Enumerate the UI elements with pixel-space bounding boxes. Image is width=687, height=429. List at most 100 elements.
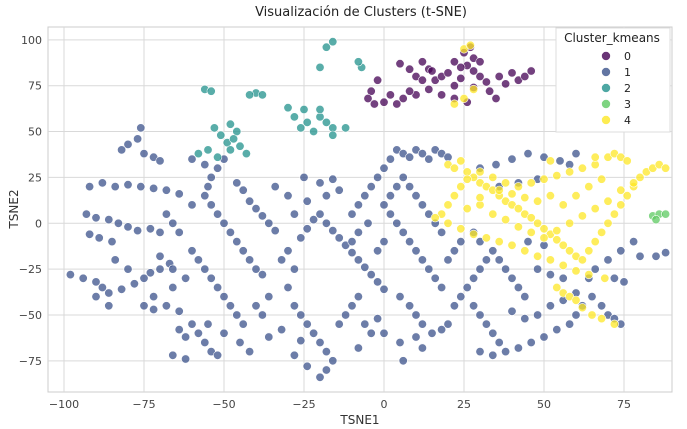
y-tick-label: 75 — [28, 80, 42, 93]
data-point-cluster-1 — [200, 337, 210, 347]
y-tick-label: 0 — [35, 217, 42, 230]
data-point-cluster-1 — [257, 310, 267, 320]
data-point-cluster-1 — [462, 282, 472, 292]
legend-label-3: 3 — [624, 98, 631, 111]
data-point-cluster-1 — [283, 246, 293, 256]
data-point-cluster-1 — [168, 264, 178, 274]
data-point-cluster-1 — [347, 209, 357, 219]
x-tick-label: −50 — [212, 398, 235, 411]
data-point-cluster-0 — [501, 79, 511, 89]
data-point-cluster-4 — [462, 204, 472, 214]
y-tick-label: 100 — [21, 34, 42, 47]
data-point-cluster-4 — [494, 237, 504, 247]
data-point-cluster-1 — [289, 350, 299, 360]
data-point-cluster-4 — [622, 156, 632, 166]
y-tick-label: −25 — [19, 263, 42, 276]
data-point-cluster-1 — [513, 343, 523, 353]
data-point-cluster-1 — [296, 310, 306, 320]
data-point-cluster-1 — [609, 273, 619, 283]
data-point-cluster-1 — [219, 218, 229, 228]
data-point-cluster-4 — [603, 196, 613, 206]
data-point-cluster-0 — [437, 90, 447, 100]
data-point-cluster-1 — [603, 255, 613, 265]
data-point-cluster-1 — [571, 149, 581, 159]
data-point-cluster-1 — [430, 273, 440, 283]
data-point-cluster-1 — [206, 273, 216, 283]
data-point-cluster-1 — [379, 163, 389, 173]
data-point-cluster-1 — [309, 328, 319, 338]
data-point-cluster-1 — [94, 233, 104, 243]
data-point-cluster-1 — [475, 310, 485, 320]
data-point-cluster-1 — [353, 200, 363, 210]
data-point-cluster-4 — [545, 255, 555, 265]
data-point-cluster-1 — [219, 328, 229, 338]
data-point-cluster-1 — [264, 218, 274, 228]
legend-marker-3 — [601, 99, 611, 109]
data-point-cluster-1 — [123, 180, 133, 190]
data-point-cluster-1 — [328, 174, 338, 184]
data-point-cluster-1 — [315, 209, 325, 219]
data-point-cluster-2 — [229, 134, 239, 144]
data-point-cluster-0 — [507, 68, 517, 78]
data-point-cluster-1 — [545, 301, 555, 311]
data-point-cluster-1 — [139, 301, 149, 311]
data-point-cluster-2 — [216, 130, 226, 140]
data-point-cluster-4 — [616, 200, 626, 210]
data-point-cluster-1 — [379, 237, 389, 247]
data-point-cluster-1 — [334, 185, 344, 195]
data-point-cluster-1 — [213, 209, 223, 219]
data-point-cluster-1 — [616, 246, 626, 256]
data-point-cluster-2 — [341, 123, 351, 133]
data-point-cluster-4 — [494, 185, 504, 195]
data-point-cluster-1 — [373, 277, 383, 287]
data-point-cluster-1 — [296, 336, 306, 346]
data-point-cluster-1 — [347, 301, 357, 311]
data-point-cluster-1 — [149, 304, 159, 314]
data-point-cluster-4 — [597, 227, 607, 237]
data-point-cluster-1 — [347, 237, 357, 247]
data-point-cluster-1 — [488, 350, 498, 360]
data-point-cluster-4 — [577, 255, 587, 265]
y-axis-label: TSNE2 — [7, 189, 21, 229]
data-point-cluster-4 — [430, 213, 440, 223]
legend-label-4: 4 — [624, 114, 631, 127]
data-point-cluster-1 — [443, 319, 453, 329]
data-point-cluster-2 — [206, 86, 216, 96]
data-point-cluster-1 — [110, 182, 120, 192]
x-tick-label: −75 — [132, 398, 155, 411]
data-point-cluster-1 — [491, 160, 501, 170]
data-point-cluster-1 — [235, 337, 245, 347]
data-point-cluster-4 — [443, 200, 453, 210]
data-point-cluster-4 — [552, 282, 562, 292]
data-point-cluster-1 — [251, 301, 261, 311]
data-point-cluster-0 — [485, 86, 495, 96]
data-point-cluster-1 — [373, 172, 383, 182]
data-point-cluster-1 — [321, 191, 331, 201]
data-point-cluster-4 — [552, 171, 562, 181]
data-point-cluster-1 — [363, 218, 373, 228]
data-point-cluster-1 — [449, 246, 459, 256]
data-point-cluster-1 — [456, 292, 466, 302]
data-point-cluster-1 — [187, 154, 197, 164]
data-point-cluster-0 — [363, 94, 373, 104]
data-point-cluster-1 — [277, 325, 287, 335]
data-point-cluster-0 — [392, 99, 402, 109]
data-point-cluster-1 — [398, 172, 408, 182]
data-point-cluster-1 — [411, 332, 421, 342]
legend-marker-1 — [601, 67, 611, 77]
data-point-cluster-1 — [168, 350, 178, 360]
data-point-cluster-1 — [587, 292, 597, 302]
data-point-cluster-1 — [187, 319, 197, 329]
x-axis-label: TSNE1 — [339, 413, 379, 427]
data-point-cluster-1 — [315, 372, 325, 382]
data-point-cluster-4 — [449, 163, 459, 173]
data-point-cluster-4 — [545, 191, 555, 201]
data-point-cluster-4 — [577, 303, 587, 313]
data-point-cluster-4 — [609, 209, 619, 219]
data-point-cluster-1 — [257, 270, 267, 280]
data-point-cluster-4 — [565, 246, 575, 256]
data-point-cluster-1 — [270, 182, 280, 192]
data-point-cluster-1 — [545, 270, 555, 280]
data-point-cluster-4 — [520, 193, 530, 203]
data-point-cluster-1 — [385, 209, 395, 219]
